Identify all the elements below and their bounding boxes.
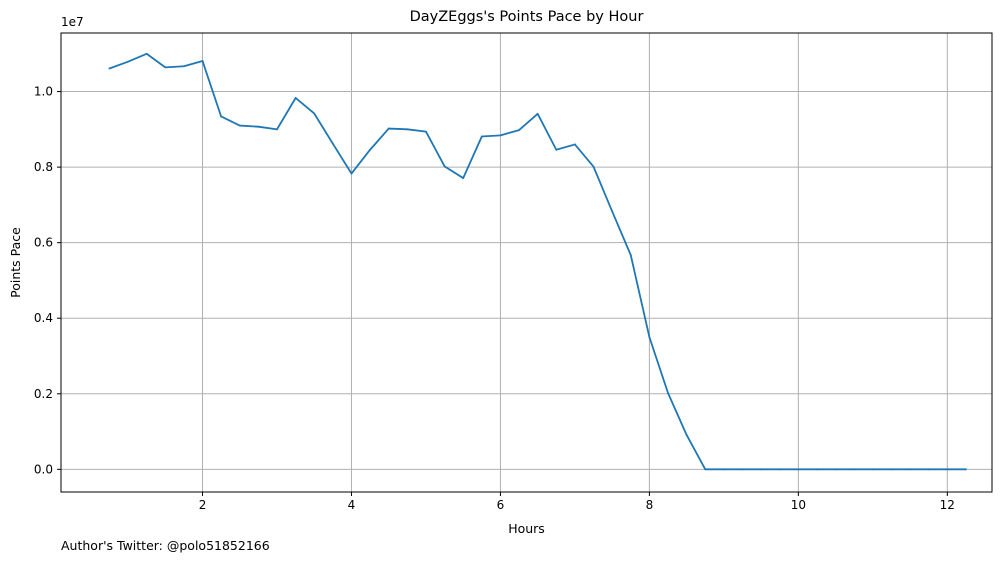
- plot-area-frame: [60, 32, 993, 493]
- data-point: [816, 468, 818, 471]
- data-point: [778, 468, 781, 471]
- data-point: [909, 468, 911, 471]
- data-point: [648, 336, 651, 339]
- data-point: [760, 468, 763, 471]
- y-tick-label: 1.0: [34, 85, 53, 99]
- data-point: [387, 127, 390, 130]
- x-tick-label: 10: [791, 498, 806, 512]
- data-point: [834, 468, 837, 471]
- data-point: [406, 128, 409, 131]
- x-tick-label: 8: [646, 498, 654, 512]
- data-point: [611, 210, 614, 213]
- data-point: [592, 165, 595, 168]
- y-axis-label: Points Pace: [8, 227, 23, 298]
- data-point: [871, 468, 874, 471]
- data-point: [220, 115, 223, 118]
- series-layer: [108, 52, 967, 471]
- y-tick-label: 0.2: [34, 387, 53, 401]
- y-tick-label: 0.0: [34, 462, 53, 476]
- x-axis-label: Hours: [508, 521, 545, 536]
- data-point: [741, 468, 744, 471]
- points-pace-line: [109, 52, 966, 471]
- data-point: [313, 112, 316, 115]
- data-point: [685, 434, 688, 436]
- data-point: [201, 60, 204, 62]
- data-point: [462, 177, 465, 179]
- data-point: [555, 148, 558, 151]
- y-tick-label: 0.6: [34, 236, 53, 250]
- x-tick-label: 2: [199, 498, 207, 512]
- chart-title: DayZEggs's Points Pace by Hour: [410, 9, 644, 25]
- data-point: [108, 67, 111, 70]
- data-point: [164, 66, 167, 69]
- y-axis-scale-note: 1e7: [61, 15, 84, 29]
- x-tick-label: 4: [348, 498, 356, 512]
- y-tick-label: 0.4: [34, 311, 53, 325]
- data-point: [853, 468, 856, 471]
- data-point: [629, 254, 632, 257]
- data-point: [518, 129, 520, 131]
- data-point: [667, 392, 669, 394]
- data-point: [257, 125, 260, 128]
- data-point: [536, 112, 539, 115]
- data-point: [369, 148, 371, 151]
- data-point: [425, 130, 427, 133]
- data-point: [722, 468, 725, 471]
- data-point: [499, 134, 502, 137]
- data-point: [331, 142, 334, 145]
- data-point: [927, 468, 930, 471]
- data-point: [890, 468, 893, 471]
- author-twitter-note: Author's Twitter: @polo51852166: [61, 538, 270, 553]
- axis-ticks: 2 4 6 8 10 12 0.0 0.2 0.4 0.6 0.8 1.0: [34, 85, 955, 512]
- data-point: [145, 52, 148, 55]
- data-point: [443, 165, 446, 168]
- data-point: [294, 97, 297, 99]
- data-point: [182, 65, 185, 68]
- x-tick-label: 6: [497, 498, 505, 512]
- data-point: [946, 468, 949, 471]
- data-point: [127, 60, 129, 63]
- data-point: [574, 143, 576, 146]
- data-point: [965, 468, 967, 471]
- data-point: [238, 124, 241, 127]
- y-tick-label: 0.8: [34, 160, 53, 174]
- data-point: [704, 468, 707, 471]
- data-point: [350, 172, 353, 175]
- data-point: [276, 128, 278, 131]
- grid-lines: [61, 33, 992, 492]
- data-point: [480, 135, 483, 138]
- x-tick-label: 12: [940, 498, 955, 512]
- data-point: [797, 468, 800, 471]
